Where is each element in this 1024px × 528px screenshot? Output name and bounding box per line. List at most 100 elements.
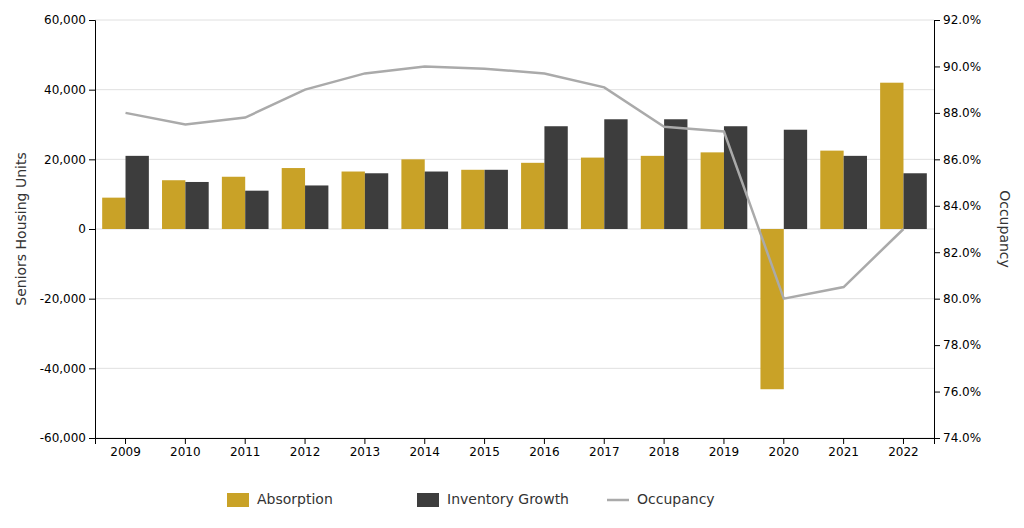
legend-label: Absorption	[257, 491, 333, 507]
tick: -60,000	[40, 431, 95, 445]
bar	[604, 119, 627, 229]
tick-mark	[934, 66, 940, 67]
tick-mark	[245, 438, 246, 444]
tick: 74.0%	[934, 431, 981, 445]
axis-line	[89, 21, 96, 439]
tick-mark	[185, 438, 186, 444]
tick-label: -40,000	[40, 362, 86, 376]
axis-title: Occupancy	[997, 190, 1013, 268]
chart: 2009201020112012201320142015201620172018…	[0, 0, 1024, 528]
tick-label: 2010	[170, 445, 201, 459]
tick: 2015	[469, 438, 500, 459]
tick-label: 76.0%	[943, 385, 981, 399]
bar	[342, 172, 365, 229]
tick-mark	[934, 113, 940, 114]
bar	[461, 170, 484, 229]
y-axis: -60,000-40,000-20,000020,00040,00060,000	[40, 13, 96, 445]
bar	[485, 170, 508, 229]
tick-label: 78.0%	[943, 338, 981, 352]
tick-mark	[843, 438, 844, 444]
tick-label: 2012	[290, 445, 321, 459]
grid-line	[95, 229, 934, 230]
tick-mark	[783, 438, 784, 444]
tick-label: 74.0%	[943, 431, 981, 445]
tick: 2010	[170, 438, 201, 459]
legend: AbsorptionInventory GrowthOccupancy	[227, 491, 715, 507]
tick-mark	[903, 438, 904, 444]
legend-item: Absorption	[227, 491, 333, 507]
tick: 88.0%	[934, 106, 981, 120]
tick-mark	[305, 438, 306, 444]
grid-line	[95, 159, 934, 160]
bar	[641, 156, 664, 229]
bar	[521, 163, 544, 229]
tick: 2014	[409, 438, 440, 459]
bar	[544, 126, 567, 229]
bar	[305, 185, 328, 229]
tick-mark	[934, 438, 940, 439]
tick: 0	[78, 222, 95, 236]
tick: -20,000	[40, 292, 95, 306]
tick-label: 2015	[469, 445, 500, 459]
tick-mark	[89, 438, 95, 439]
bar	[401, 159, 424, 229]
tick: 2011	[230, 438, 261, 459]
tick: 82.0%	[934, 246, 981, 260]
legend-swatch	[227, 493, 249, 507]
bar	[880, 83, 903, 229]
bar	[844, 156, 867, 229]
tick-mark	[723, 438, 724, 444]
grid-line	[95, 368, 934, 369]
tick: 2009	[110, 438, 141, 459]
axis-line	[96, 439, 935, 445]
tick-label: 2022	[888, 445, 919, 459]
grid-line	[95, 20, 934, 21]
tick-mark	[934, 345, 940, 346]
tick-label: 90.0%	[943, 60, 981, 74]
tick-mark	[89, 159, 95, 160]
bar	[425, 172, 448, 229]
tick: 2019	[709, 438, 740, 459]
legend-swatch	[417, 493, 439, 507]
bar-series	[102, 83, 903, 390]
tick: 84.0%	[934, 199, 981, 213]
bar	[581, 158, 604, 229]
tick-label: 84.0%	[943, 199, 981, 213]
line	[126, 66, 904, 298]
axis-title: Seniors Housing Units	[13, 152, 29, 305]
tick-mark	[89, 368, 95, 369]
tick-mark	[424, 438, 425, 444]
tick: 78.0%	[934, 338, 981, 352]
tick-mark	[89, 229, 95, 230]
bar	[126, 156, 149, 229]
tick: 60,000	[44, 13, 95, 27]
plot: 2009201020112012201320142015201620172018…	[40, 13, 981, 458]
tick-mark	[125, 438, 126, 444]
tick-label: 2021	[828, 445, 859, 459]
tick-mark	[934, 159, 940, 160]
tick-label: -60,000	[40, 431, 86, 445]
tick: 80.0%	[934, 292, 981, 306]
bar	[282, 168, 305, 229]
y2-axis: 74.0%76.0%78.0%80.0%82.0%84.0%86.0%88.0%…	[934, 13, 981, 445]
tick-mark	[364, 438, 365, 444]
tick-label: 92.0%	[943, 13, 981, 27]
tick: 40,000	[44, 83, 95, 97]
bar	[903, 173, 926, 229]
axis-line	[935, 21, 941, 439]
tick: 92.0%	[934, 13, 981, 27]
grid-line	[95, 89, 934, 90]
bar	[222, 177, 245, 229]
bar	[185, 182, 208, 229]
tick-label: 82.0%	[943, 246, 981, 260]
legend-label: Occupancy	[637, 491, 715, 507]
tick: 2013	[350, 438, 381, 459]
tick-label: 40,000	[44, 83, 86, 97]
tick-mark	[934, 206, 940, 207]
bar	[365, 173, 388, 229]
tick-label: 2020	[769, 445, 800, 459]
tick-mark	[934, 252, 940, 253]
grid	[95, 20, 934, 438]
bar	[784, 130, 807, 229]
tick-mark	[934, 20, 940, 21]
